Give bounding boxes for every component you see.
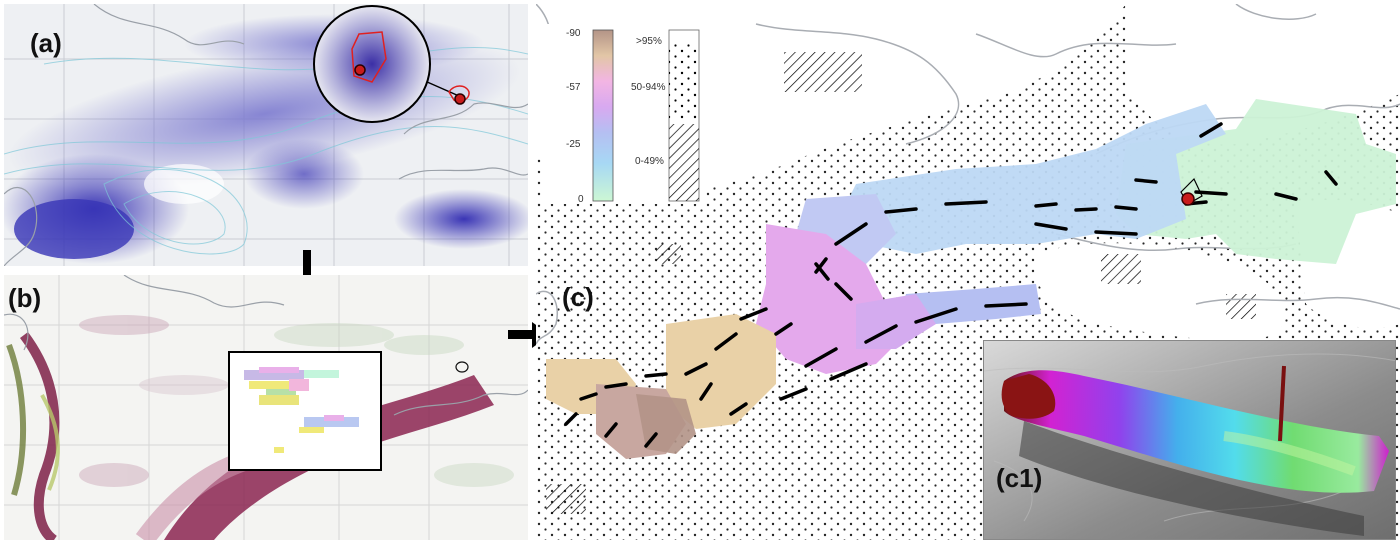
panel-c1-location-pole: [1278, 365, 1286, 442]
panel-c: -90 -57 -25 0 >95% 50-94% 0-49% (c): [536, 4, 1400, 540]
panel-b-inset-cells: [244, 367, 359, 453]
legend-category: >95%: [636, 36, 662, 47]
panel-a-coastline: [4, 4, 528, 266]
panel-c-map: -90 -57 -25 0 >95% 50-94% 0-49%: [536, 4, 1400, 540]
panel-c-location-marker: [1181, 192, 1195, 206]
legend-tick: -90: [566, 28, 581, 39]
panel-c1-render: [984, 341, 1395, 539]
panel-b-map: [4, 275, 528, 540]
panel-a: (a): [4, 4, 528, 266]
panel-a-location-marker: [454, 93, 466, 105]
legend-category: 50-94%: [631, 82, 666, 93]
panel-b: (b): [4, 275, 528, 540]
legend-category: 0-49%: [635, 156, 664, 167]
panel-c-hatch-regions: [546, 52, 1256, 514]
legend-tick: -25: [566, 139, 581, 150]
panel-c1-volume: [1004, 370, 1389, 493]
panel-c-legend: -90 -57 -25 0 >95% 50-94% 0-49%: [544, 24, 704, 205]
panel-a-label: (a): [30, 28, 62, 58]
legend-tick: 0: [578, 194, 584, 205]
panel-b-inset: [228, 351, 382, 471]
panel-c1-label: (c1): [996, 463, 1043, 493]
panel-c1: (c1): [983, 340, 1396, 540]
panel-c-label: (c): [562, 282, 594, 312]
panel-a-zoom-lens: [313, 5, 431, 123]
legend-color-scale: [592, 29, 614, 202]
panel-a-map: [4, 4, 528, 266]
panel-b-label: (b): [8, 283, 42, 313]
legend-tick: -57: [566, 82, 581, 93]
panel-c-track-cells: [546, 99, 1396, 459]
